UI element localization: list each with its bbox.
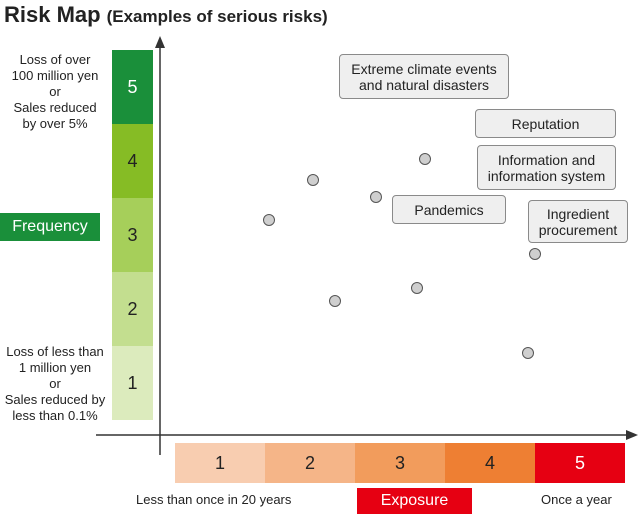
- risk-label-line: procurement: [538, 221, 618, 238]
- horizontal-axis-arrow: [626, 430, 638, 440]
- risk-box-pandemics: Pandemics: [392, 195, 506, 224]
- title-sub: (Examples of serious risks): [106, 7, 328, 26]
- risk-label-line: information system: [487, 167, 606, 184]
- exposure-high-end-label: Once a year: [541, 492, 612, 507]
- frequency-top-line: 100 million yen: [11, 68, 99, 83]
- exposure-label: Exposure: [357, 488, 472, 514]
- frequency-bottom-line: or: [49, 376, 61, 391]
- risk-dot: [411, 282, 423, 294]
- risk-label-line: Extreme climate events: [351, 60, 497, 77]
- exposure-level-2: 2: [265, 443, 355, 483]
- frequency-top-description: Loss of over 100 million yen or Sales re…: [0, 52, 110, 132]
- title-main: Risk Map: [4, 2, 101, 27]
- risk-label-line: Ingredient: [546, 205, 610, 222]
- risk-label-line: Information and: [497, 151, 596, 168]
- frequency-bottom-line: less than 0.1%: [12, 408, 98, 423]
- risk-box-reputation: Reputation: [475, 109, 616, 138]
- exposure-level-1: 1: [175, 443, 265, 483]
- risk-dot: [370, 191, 382, 203]
- risk-dot: [329, 295, 341, 307]
- frequency-level-2: 2: [112, 272, 153, 346]
- frequency-scale: 5 4 3 2 1: [112, 50, 153, 420]
- exposure-level-5: 5: [535, 443, 625, 483]
- risk-box-ingredient-procurement: Ingredient procurement: [528, 200, 628, 243]
- vertical-axis-arrow: [155, 36, 165, 48]
- frequency-bottom-line: Loss of less than: [6, 344, 104, 359]
- frequency-level-1: 1: [112, 346, 153, 420]
- frequency-label: Frequency: [0, 213, 100, 241]
- frequency-top-line: or: [49, 84, 61, 99]
- risk-dot: [529, 248, 541, 260]
- frequency-top-line: by over 5%: [22, 116, 88, 131]
- risk-label-line: Pandemics: [414, 201, 484, 218]
- exposure-level-4: 4: [445, 443, 535, 483]
- exposure-low-end-label: Less than once in 20 years: [136, 492, 292, 507]
- risk-dot: [522, 347, 534, 359]
- risk-dot: [263, 214, 275, 226]
- frequency-top-line: Loss of over: [19, 52, 91, 67]
- risk-box-information-system: Information and information system: [477, 145, 616, 190]
- risk-label-line: Reputation: [511, 115, 580, 132]
- exposure-level-3: 3: [355, 443, 445, 483]
- frequency-level-4: 4: [112, 124, 153, 198]
- frequency-bottom-description: Loss of less than 1 million yen or Sales…: [0, 344, 110, 424]
- frequency-bottom-line: Sales reduced by: [4, 392, 106, 407]
- frequency-level-3: 3: [112, 198, 153, 272]
- risk-dot: [307, 174, 319, 186]
- frequency-top-line: Sales reduced: [13, 100, 97, 115]
- risk-dot: [419, 153, 431, 165]
- frequency-level-5: 5: [112, 50, 153, 124]
- risk-label-line: and natural disasters: [359, 76, 489, 93]
- frequency-bottom-line: 1 million yen: [18, 360, 92, 375]
- risk-box-extreme-climate: Extreme climate events and natural disas…: [339, 54, 509, 99]
- page-title: Risk Map (Examples of serious risks): [4, 2, 328, 28]
